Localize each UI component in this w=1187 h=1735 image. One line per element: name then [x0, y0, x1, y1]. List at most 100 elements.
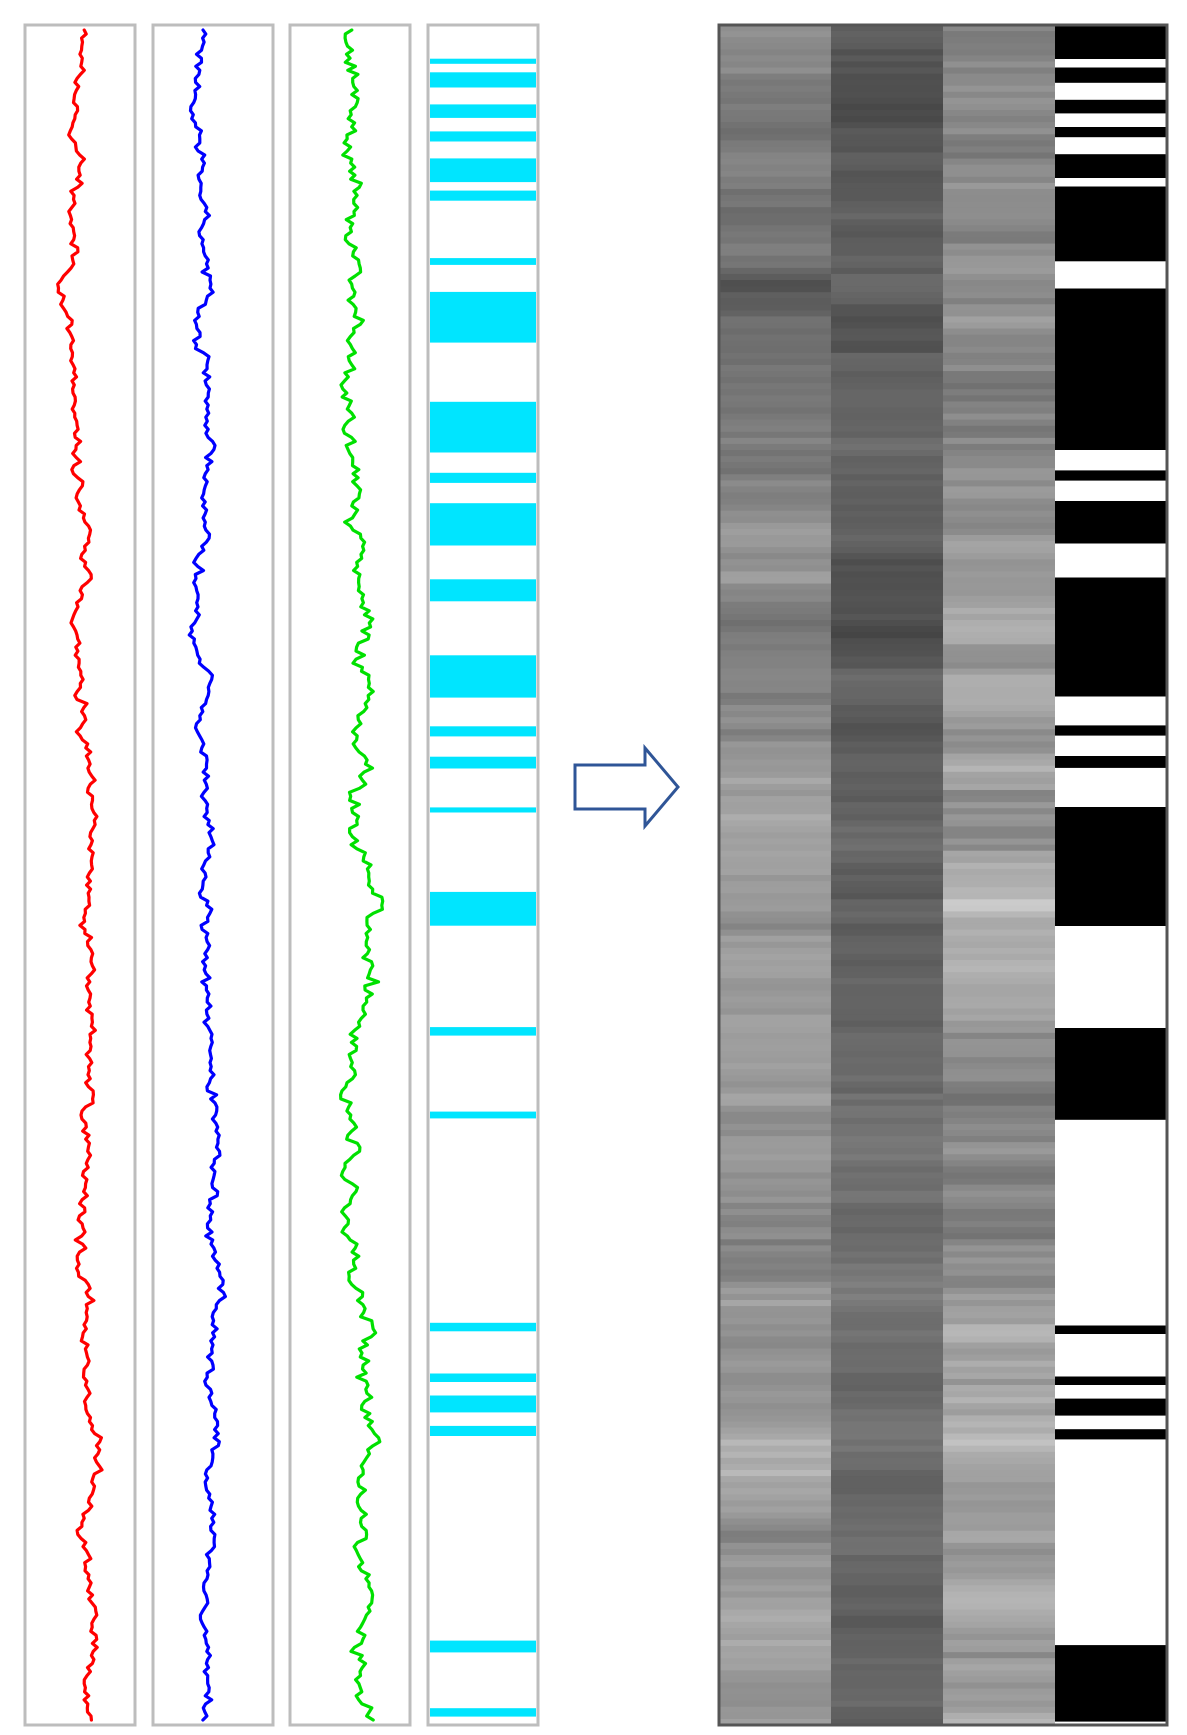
heatmap-cell [831, 601, 943, 609]
heatmap-cell [719, 698, 831, 706]
heatmap-cell [943, 1306, 1055, 1313]
heatmap-cell [831, 73, 943, 81]
heatmap-cell [943, 759, 1055, 767]
heatmap-cell [943, 261, 1055, 269]
heatmap-cell [943, 1354, 1055, 1362]
heatmap-cell [719, 686, 831, 694]
heatmap-cell [943, 966, 1055, 973]
heatmap-cell [719, 917, 831, 925]
heatmap-cell [943, 1536, 1055, 1544]
heatmap-cell [943, 953, 1055, 961]
heatmap-cell [831, 1184, 943, 1192]
heatmap-cell [831, 474, 943, 481]
heatmap-cell [831, 638, 943, 645]
cyan-band [430, 1373, 536, 1382]
heatmap-cell [719, 1233, 831, 1240]
heatmap-cell [719, 1002, 831, 1010]
heatmap-cell [943, 1002, 1055, 1010]
heatmap-cell [831, 213, 943, 220]
heatmap-cell [719, 644, 831, 651]
heatmap-cell [943, 541, 1055, 548]
heatmap-cell [831, 480, 943, 488]
heatmap-cell [943, 875, 1055, 882]
heatmap-cell [719, 437, 831, 445]
heatmap-cell [943, 747, 1055, 755]
cyan-band [430, 104, 536, 118]
heatmap-cell [831, 207, 943, 214]
red-log-curve [56, 28, 104, 1722]
heatmap-cell [719, 1208, 831, 1216]
heatmap-cell [943, 620, 1055, 627]
heatmap-cell [831, 662, 943, 670]
heatmap-cell [719, 868, 831, 876]
heatmap-cell [831, 735, 943, 743]
heatmap-cell [719, 1342, 831, 1350]
heatmap-cell [943, 1403, 1055, 1410]
heatmap-cell [719, 49, 831, 56]
heatmap-cell [943, 632, 1055, 639]
heatmap-cell [719, 486, 831, 494]
heatmap-cell [719, 1202, 831, 1210]
heatmap-cell [943, 601, 1055, 609]
heatmap-cell [719, 1421, 831, 1429]
heatmap-cell [831, 1397, 943, 1404]
heatmap-cell [719, 334, 831, 342]
heatmap-cell [943, 1123, 1055, 1131]
heatmap-cell [719, 498, 831, 506]
heatmap-cell [831, 1263, 943, 1271]
heatmap-cell [943, 808, 1055, 815]
heatmap-cell [831, 1391, 943, 1398]
heatmap-cell [831, 1045, 943, 1052]
heatmap-cell [943, 717, 1055, 724]
heatmap-cell [943, 1190, 1055, 1198]
heatmap-cell [943, 583, 1055, 591]
heatmap-cell [831, 1415, 943, 1423]
heatmap-cell [831, 25, 943, 32]
heatmap-cell [943, 1694, 1055, 1702]
cyan-band [430, 503, 536, 546]
heatmap-cell [719, 176, 831, 184]
heatmap-cell [831, 698, 943, 706]
heatmap-cell [943, 1682, 1055, 1690]
heatmap-cell [943, 771, 1055, 779]
heatmap-cell [719, 1712, 831, 1720]
heatmap-cell [943, 1111, 1055, 1119]
heatmap-cell [719, 249, 831, 257]
heatmap-cell [831, 1069, 943, 1076]
heatmap-cell [831, 352, 943, 360]
heatmap-cell [831, 881, 943, 888]
binary-cell [1055, 59, 1167, 68]
heatmap-cell [943, 668, 1055, 676]
heatmap-cell [831, 431, 943, 439]
heatmap-cell [943, 1172, 1055, 1180]
heatmap-cell [943, 535, 1055, 542]
heatmap-cell [831, 1057, 943, 1064]
heatmap-cell [719, 1057, 831, 1064]
heatmap-cell [831, 346, 943, 354]
heatmap-cell [719, 298, 831, 305]
heatmap-cell [831, 796, 943, 803]
heatmap-cell [719, 328, 831, 336]
heatmap-cell [719, 1026, 831, 1034]
heatmap-cell [719, 261, 831, 269]
heatmap-cell [831, 966, 943, 973]
heatmap-cell [719, 1160, 831, 1168]
binary-cell [1055, 1721, 1167, 1725]
heatmap-cell [943, 25, 1055, 32]
heatmap-cell [943, 1646, 1055, 1653]
heatmap-cell [943, 729, 1055, 736]
heatmap-cell [719, 358, 831, 366]
heatmap-cell [943, 1069, 1055, 1076]
heatmap-cell [831, 304, 943, 311]
heatmap-cell [943, 462, 1055, 469]
heatmap-cell [831, 298, 943, 305]
heatmap-cell [943, 1117, 1055, 1125]
heatmap-cell [719, 425, 831, 433]
heatmap-cell [943, 407, 1055, 415]
heatmap-cell [943, 1081, 1055, 1089]
heatmap-cell [943, 656, 1055, 664]
heatmap-cell [943, 1676, 1055, 1684]
heatmap-cell [831, 1154, 943, 1161]
heatmap-cell [831, 1020, 943, 1028]
heatmap-cell [943, 1518, 1055, 1526]
